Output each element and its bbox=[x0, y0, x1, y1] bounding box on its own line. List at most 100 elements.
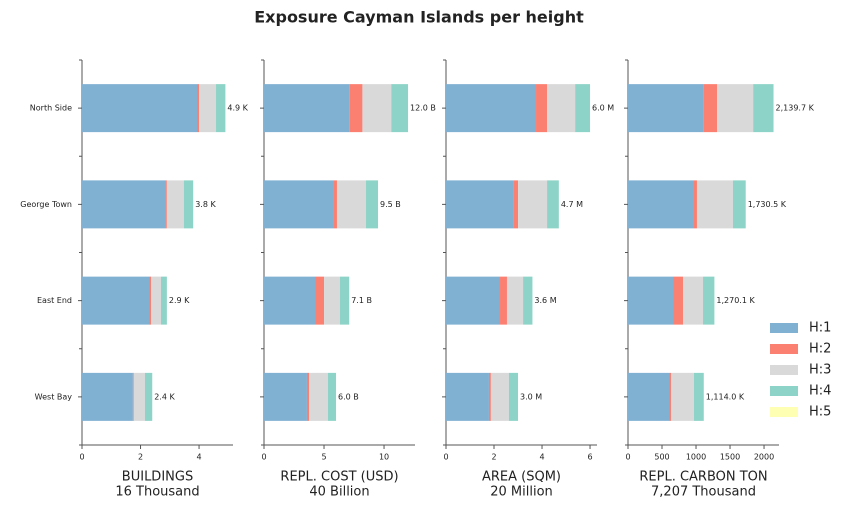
bar-segment bbox=[216, 84, 226, 133]
bar-segment bbox=[197, 84, 200, 133]
x-tick-label: 0 bbox=[261, 453, 266, 462]
bar-segment bbox=[500, 276, 507, 325]
bar-segment bbox=[703, 84, 718, 133]
total-label: 3.6 M bbox=[534, 296, 556, 305]
x-axis-label: REPL. CARBON TON bbox=[639, 470, 767, 485]
bar-segment bbox=[446, 84, 537, 133]
bar-segment bbox=[165, 180, 167, 229]
bar-segment bbox=[575, 84, 591, 133]
total-label: 2,139.7 K bbox=[776, 104, 815, 113]
bar-segment bbox=[82, 372, 133, 421]
x-axis-label: 20 Million bbox=[490, 485, 553, 500]
x-tick-label: 2000 bbox=[754, 453, 774, 462]
x-tick-label: 1000 bbox=[686, 453, 706, 462]
legend-label: H:3 bbox=[809, 363, 831, 378]
bar-segment bbox=[547, 180, 559, 229]
bar-segment bbox=[673, 276, 684, 325]
bar-segment bbox=[628, 276, 674, 325]
total-label: 9.5 B bbox=[380, 200, 401, 209]
bar-segment bbox=[306, 372, 310, 421]
bar-segment bbox=[628, 180, 694, 229]
legend-label: H:1 bbox=[809, 321, 831, 336]
bar-segment bbox=[264, 276, 316, 325]
total-label: 4.7 M bbox=[561, 200, 583, 209]
x-axis-label: 7,207 Thousand bbox=[651, 485, 756, 500]
bar-segment bbox=[628, 372, 670, 421]
bar-segment bbox=[669, 372, 671, 421]
x-tick-label: 0 bbox=[625, 453, 630, 462]
bar-segment bbox=[264, 180, 334, 229]
x-tick-label: 10 bbox=[379, 453, 389, 462]
total-label: 7.1 B bbox=[351, 296, 372, 305]
bar-segment bbox=[82, 84, 198, 133]
bar-segment bbox=[327, 372, 337, 421]
bar-segment bbox=[349, 84, 363, 133]
total-label: 1,114.0 K bbox=[706, 392, 745, 401]
chart-title: Exposure Cayman Islands per height bbox=[254, 8, 584, 27]
bar-segment bbox=[333, 180, 337, 229]
bar-segment bbox=[523, 276, 533, 325]
bar-segment bbox=[753, 84, 774, 133]
bar-segment bbox=[508, 372, 519, 421]
bar-segment bbox=[366, 180, 379, 229]
bar-segment bbox=[732, 180, 746, 229]
bar-segment bbox=[628, 84, 704, 133]
bar-segment bbox=[144, 372, 153, 421]
bar-segment bbox=[133, 372, 145, 421]
bar-segment bbox=[166, 180, 184, 229]
legend-swatch bbox=[770, 344, 798, 354]
x-tick-label: 5 bbox=[321, 453, 326, 462]
total-label: 1,270.1 K bbox=[716, 296, 755, 305]
legend-swatch bbox=[770, 386, 798, 396]
bar-segment bbox=[490, 372, 509, 421]
bar-segment bbox=[683, 276, 704, 325]
bar-segment bbox=[506, 276, 524, 325]
total-label: 3.0 M bbox=[520, 392, 542, 401]
bar-segment bbox=[536, 84, 548, 133]
bar-segment bbox=[315, 276, 325, 325]
bar-segment bbox=[696, 180, 733, 229]
total-label: 1,730.5 K bbox=[748, 200, 787, 209]
x-tick-label: 2 bbox=[491, 453, 496, 462]
x-tick-label: 500 bbox=[654, 453, 669, 462]
total-label: 4.9 K bbox=[227, 104, 248, 113]
y-tick-label: East End bbox=[37, 296, 72, 305]
x-tick-label: 1500 bbox=[720, 453, 740, 462]
bar-segment bbox=[446, 276, 501, 325]
bar-segment bbox=[362, 84, 392, 133]
bar-segment bbox=[518, 180, 548, 229]
y-tick-label: North Side bbox=[30, 104, 72, 113]
bar-segment bbox=[183, 180, 194, 229]
total-label: 12.0 B bbox=[410, 104, 436, 113]
x-tick-label: 6 bbox=[587, 453, 592, 462]
bar-segment bbox=[339, 276, 350, 325]
bar-segment bbox=[264, 84, 350, 133]
bar-segment bbox=[199, 84, 217, 133]
legend-label: H:5 bbox=[809, 405, 831, 420]
legend-swatch bbox=[770, 407, 798, 417]
x-axis-label: 40 Billion bbox=[309, 485, 369, 500]
legend-label: H:2 bbox=[809, 342, 831, 357]
legend-swatch bbox=[770, 365, 798, 375]
x-tick-label: 4 bbox=[539, 453, 544, 462]
y-tick-label: George Town bbox=[20, 200, 72, 209]
total-label: 2.4 K bbox=[154, 392, 175, 401]
total-label: 6.0 B bbox=[338, 392, 359, 401]
bar-segment bbox=[513, 180, 519, 229]
bar-segment bbox=[717, 84, 754, 133]
total-label: 2.9 K bbox=[169, 296, 190, 305]
x-tick-label: 0 bbox=[79, 453, 84, 462]
bar-segment bbox=[547, 84, 576, 133]
bar-segment bbox=[693, 372, 704, 421]
bar-segment bbox=[670, 372, 694, 421]
bar-segment bbox=[336, 180, 367, 229]
bar-segment bbox=[132, 372, 134, 421]
x-axis-label: BUILDINGS bbox=[122, 470, 193, 485]
y-tick-label: West Bay bbox=[35, 392, 73, 401]
x-tick-label: 0 bbox=[443, 453, 448, 462]
total-label: 6.0 M bbox=[592, 104, 614, 113]
total-label: 3.8 K bbox=[195, 200, 216, 209]
bar-segment bbox=[151, 276, 162, 325]
legend-swatch bbox=[770, 323, 798, 333]
